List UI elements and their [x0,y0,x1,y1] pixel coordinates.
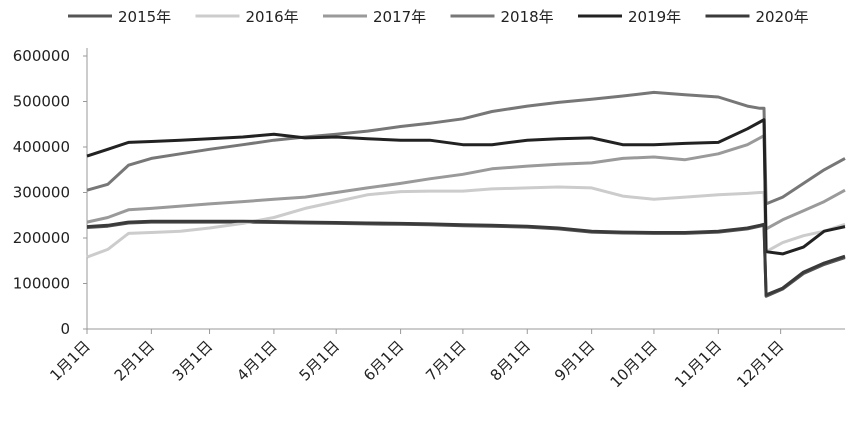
legend-label: 2015年 [118,8,171,26]
y-tick-label: 600000 [13,47,70,65]
x-tick-label: 7月1日 [422,337,469,384]
legend-label: 2016年 [246,8,299,26]
x-tick-label: 5月1日 [296,337,343,384]
x-tick-label: 6月1日 [360,337,407,384]
series-line [86,219,846,297]
x-tick-label: 4月1日 [233,337,280,384]
y-tick-label: 500000 [13,93,70,111]
x-tick-label: 12月1日 [733,337,787,391]
legend-label: 2017年 [373,8,426,26]
y-tick-label: 400000 [13,138,70,156]
x-tick-label: 1月1日 [46,337,93,384]
y-tick-label: 300000 [13,184,70,202]
x-tick-label: 8月1日 [487,337,534,384]
series-line [86,220,846,298]
legend-label: 2020年 [756,8,809,26]
x-tick-label: 3月1日 [169,337,216,384]
y-tick-label: 100000 [13,275,70,293]
x-tick-label: 10月1日 [607,337,661,391]
x-tick-label: 2月1日 [111,337,158,384]
series-line [86,90,846,206]
x-tick-label: 9月1日 [551,337,598,384]
legend-label: 2018年 [501,8,554,26]
y-tick-label: 200000 [13,229,70,247]
y-tick-label: 0 [60,320,70,338]
series-line [86,118,846,256]
x-tick-label: 11月1日 [671,337,725,391]
legend-label: 2019年 [628,8,681,26]
